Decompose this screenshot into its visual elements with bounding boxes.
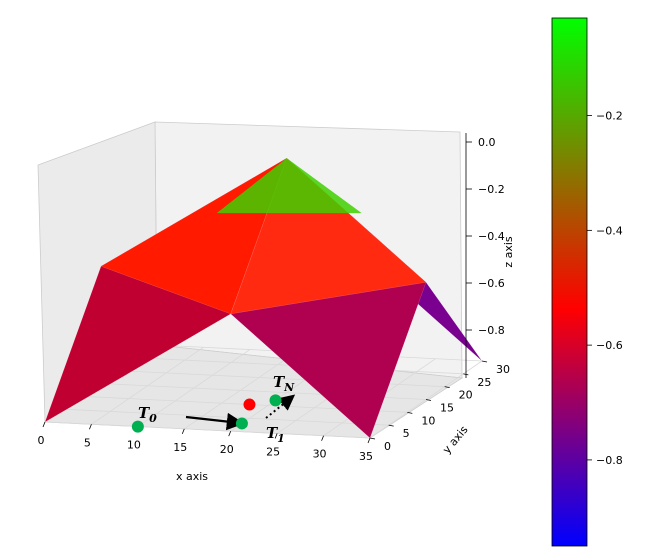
surface-peak-region <box>216 158 362 214</box>
colorbar-gradient <box>551 17 588 547</box>
point-t_n <box>269 394 282 407</box>
x-tick-label: 20 <box>220 443 234 456</box>
colorbar-tick-label: −0.2 <box>596 110 623 123</box>
x-tick-label: 35 <box>359 450 373 463</box>
x-tick-mark <box>42 421 46 428</box>
y-tick-label: 10 <box>421 414 435 427</box>
arrow-t1-tn <box>265 394 296 419</box>
label-tn: TN <box>273 373 295 394</box>
z-tick-label: −0.6 <box>478 277 505 290</box>
x-tick-label: 5 <box>84 436 91 449</box>
x-tick-mark <box>89 424 92 430</box>
y-tick-label: 30 <box>496 363 510 376</box>
y-tick-label: 25 <box>477 376 491 389</box>
point-t_1 <box>235 417 248 430</box>
x-tick-label: 0 <box>38 434 45 447</box>
x-tick-label: 15 <box>173 441 187 454</box>
colorbar-tick-label: −0.6 <box>596 339 623 352</box>
colorbar-tick-label: −0.4 <box>596 224 623 237</box>
x-tick-mark <box>274 433 278 439</box>
point-t_0 <box>131 420 144 433</box>
x-axis-label: x axis <box>176 470 208 483</box>
label-t0: T0 <box>138 404 157 425</box>
arrow-t0-t1 <box>185 412 245 431</box>
x-tick-mark <box>321 435 324 441</box>
x-tick-label: 30 <box>313 448 327 461</box>
y-tick-label: 15 <box>440 402 454 415</box>
x-tick-mark <box>228 430 232 437</box>
colorbar: −0.2 −0.4 −0.6 −0.8 <box>551 17 623 547</box>
y-tick-mark <box>481 360 488 363</box>
y-tick-label: 5 <box>403 427 410 440</box>
z-axis-label: z axis <box>502 236 515 268</box>
z-axis-ticks: 0.0 −0.2 −0.4 −0.6 −0.8 <box>465 133 505 378</box>
x-tick-label: 25 <box>266 445 280 458</box>
y-tick-mark <box>407 411 413 414</box>
annotations: T0 T1 TN <box>131 373 296 445</box>
colorbar-ticks: −0.2 −0.4 −0.6 −0.8 <box>587 110 623 467</box>
x-axis-ticks: 0 5 10 15 20 25 30 35 <box>38 421 373 463</box>
x-tick-mark <box>181 428 185 435</box>
y-tick-label: 0 <box>384 440 391 453</box>
floor-gridline-y <box>44 421 371 439</box>
z-tick-label: 0.0 <box>478 136 496 149</box>
y-tick-mark <box>425 399 432 401</box>
colorbar-tick-label: −0.8 <box>596 454 623 467</box>
y-tick-mark <box>388 424 394 427</box>
y-axis-ticks: 05 10 15 20 25 30 <box>369 360 510 453</box>
label-t1: T1 <box>266 424 285 445</box>
y-tick-mark <box>369 437 376 440</box>
x-tick-mark <box>367 437 371 444</box>
z-tick-label: −0.8 <box>478 324 505 337</box>
x-tick-label: 10 <box>127 439 141 452</box>
z-tick-label: −0.4 <box>478 230 505 243</box>
z-tick-label: −0.2 <box>478 183 505 196</box>
y-tick-mark <box>444 386 450 389</box>
y-axis-label: y axis <box>440 423 471 456</box>
point-red <box>243 398 256 411</box>
y-tick-label: 20 <box>459 389 473 402</box>
surface <box>44 157 483 439</box>
floor-gridline-y <box>119 370 445 388</box>
